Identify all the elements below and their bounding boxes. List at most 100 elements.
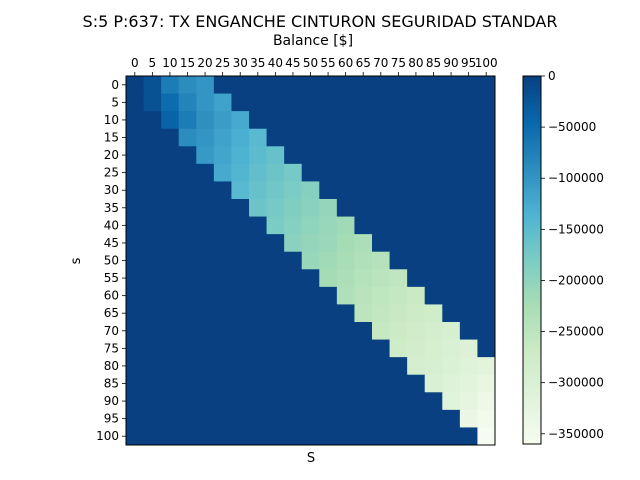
x-tick-label: 35 (250, 56, 265, 70)
heatmap-cell (389, 339, 408, 358)
heatmap-cell (143, 269, 162, 288)
heatmap-cell (389, 357, 408, 376)
heatmap-cell (407, 374, 426, 393)
heatmap-cell (284, 251, 303, 270)
colorbar (522, 75, 542, 445)
heatmap-cell (354, 409, 373, 428)
heatmap-cell (442, 111, 461, 130)
heatmap-cell (372, 409, 391, 428)
heatmap-cell (301, 322, 320, 341)
heatmap-cell (161, 409, 180, 428)
heatmap-cell (442, 216, 461, 235)
heatmap-cell (143, 234, 162, 253)
heatmap-cell (126, 339, 145, 358)
heatmap-cell (354, 181, 373, 200)
heatmap-cell (126, 286, 145, 305)
colorbar-tick-label: −250000 (548, 325, 604, 339)
heatmap-cell (231, 409, 250, 428)
heatmap-cell (126, 199, 145, 218)
heatmap-cell (407, 146, 426, 165)
x-tick-label: 95 (461, 56, 476, 70)
heatmap-cell (178, 392, 197, 411)
heatmap-cell (126, 216, 145, 235)
heatmap-cell (178, 163, 197, 182)
heatmap-cell (231, 251, 250, 270)
heatmap-cell (249, 93, 268, 112)
x-tick-label: 55 (320, 56, 335, 70)
heatmap-cell (161, 374, 180, 393)
heatmap-cell (143, 146, 162, 165)
y-tick-label: 30 (104, 183, 119, 197)
x-tick-label: 60 (338, 56, 353, 70)
heatmap-cell (407, 234, 426, 253)
heatmap-cell (442, 269, 461, 288)
heatmap-cell (178, 374, 197, 393)
y-tick-label: 100 (96, 429, 119, 443)
heatmap-cell (459, 93, 478, 112)
heatmap-cell (161, 339, 180, 358)
heatmap-cell (407, 163, 426, 182)
heatmap-cell (354, 286, 373, 305)
x-tick-label: 0 (131, 56, 139, 70)
heatmap-cell (143, 304, 162, 323)
heatmap-cell (266, 181, 285, 200)
heatmap-cell (477, 374, 496, 393)
heatmap-cell (407, 128, 426, 147)
heatmap-cell (389, 234, 408, 253)
heatmap-cell (266, 409, 285, 428)
heatmap-cell (231, 199, 250, 218)
heatmap-cell (213, 374, 232, 393)
heatmap-cell (372, 146, 391, 165)
heatmap-cell (354, 234, 373, 253)
heatmap-cell (407, 322, 426, 341)
heatmap-cell (126, 111, 145, 130)
heatmap-cell (231, 146, 250, 165)
y-tick-label: 95 (104, 412, 119, 426)
x-axis-label: S (307, 451, 315, 466)
y-tick-label: 60 (104, 289, 119, 303)
heatmap-cell (424, 181, 443, 200)
heatmap-cell (301, 269, 320, 288)
heatmap-cell (126, 392, 145, 411)
heatmap-cell (196, 339, 215, 358)
heatmap-cell (266, 357, 285, 376)
heatmap-cell (442, 128, 461, 147)
heatmap-cell (336, 322, 355, 341)
heatmap-cell (249, 427, 268, 446)
heatmap-cell (249, 234, 268, 253)
heatmap-cell (477, 76, 496, 95)
heatmap-cell (284, 374, 303, 393)
heatmap-cell (389, 304, 408, 323)
heatmap-cell (354, 269, 373, 288)
heatmap-cell (372, 199, 391, 218)
x-tick-label: 80 (408, 56, 423, 70)
heatmap-cell (477, 199, 496, 218)
heatmap-cell (266, 76, 285, 95)
heatmap-cell (178, 199, 197, 218)
x-tick-label: 20 (197, 56, 212, 70)
heatmap-cell (424, 339, 443, 358)
heatmap-cell (161, 93, 180, 112)
heatmap-cell (161, 128, 180, 147)
heatmap-cell (354, 357, 373, 376)
heatmap-cell (249, 251, 268, 270)
heatmap-cell (372, 111, 391, 130)
heatmap-cell (266, 234, 285, 253)
heatmap-cell (143, 111, 162, 130)
heatmap-cell (424, 322, 443, 341)
heatmap-cell (231, 286, 250, 305)
heatmap-cell (459, 409, 478, 428)
heatmap-cell (424, 286, 443, 305)
heatmap-cell (424, 163, 443, 182)
heatmap-cell (249, 146, 268, 165)
heatmap-cell (459, 111, 478, 130)
heatmap-cell (196, 181, 215, 200)
heatmap-cell (372, 339, 391, 358)
heatmap-cell (178, 322, 197, 341)
heatmap-cell (354, 251, 373, 270)
heatmap-cell (336, 304, 355, 323)
heatmap-cell (336, 216, 355, 235)
heatmap-cell (284, 286, 303, 305)
heatmap-cell (424, 251, 443, 270)
heatmap-cell (442, 304, 461, 323)
